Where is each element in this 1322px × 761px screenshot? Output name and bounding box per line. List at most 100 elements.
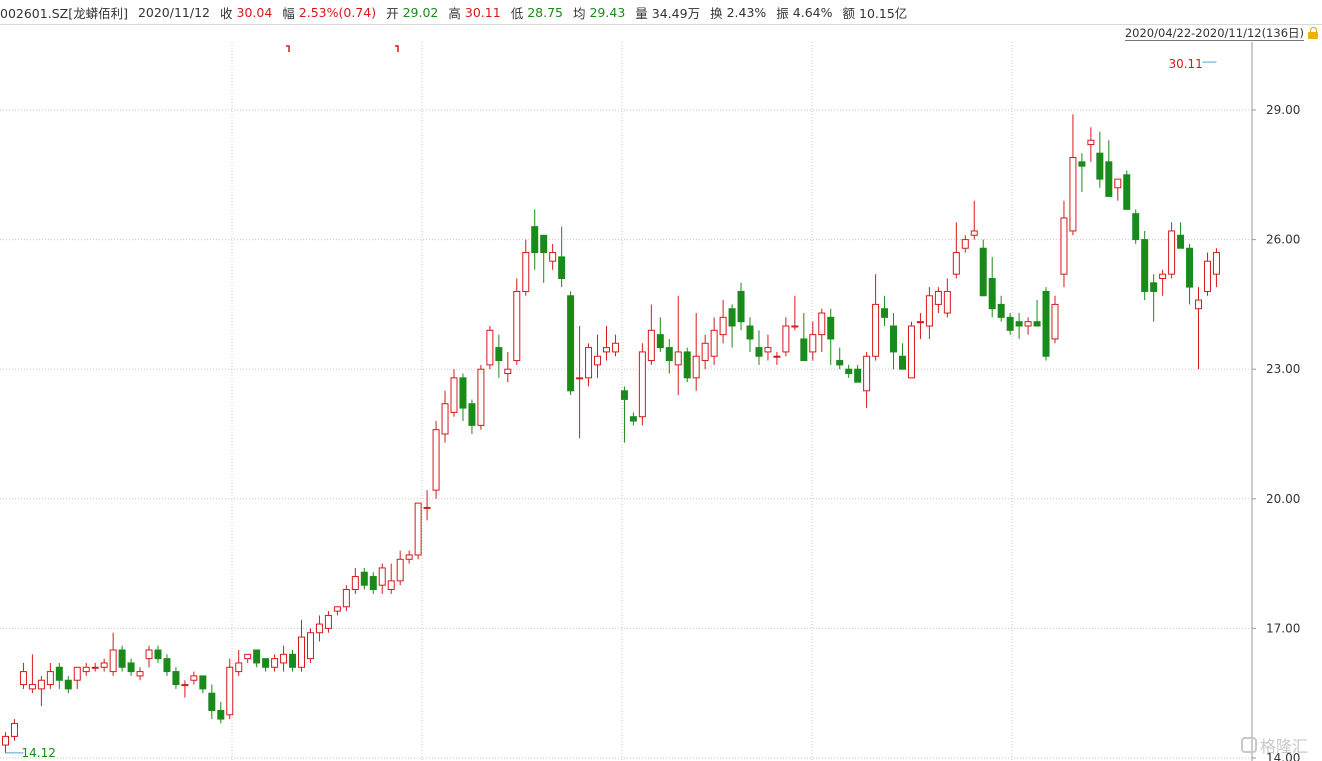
- candle-body: [674, 351, 682, 366]
- extreme-markers: 30.11 14.12: [5, 57, 1217, 760]
- candle: [863, 351, 871, 409]
- candle: [997, 295, 1005, 322]
- volume-label: 量: [635, 5, 648, 21]
- candle: [1087, 127, 1095, 162]
- candle: [602, 326, 610, 361]
- candle-body: [602, 347, 610, 353]
- candle-body: [934, 290, 942, 305]
- candle-body: [1168, 230, 1176, 275]
- candlestick-chart[interactable]: 14.00 17.00 20.00 23.00 26.00 29.00 30.11 14.1…: [0, 42, 1322, 761]
- candle: [818, 308, 826, 352]
- candle: [1203, 252, 1211, 296]
- open-value: 29.02: [402, 4, 439, 20]
- stock-code[interactable]: 002601.SZ[龙蟒佰利]: [0, 5, 128, 21]
- candle-body: [1042, 290, 1050, 357]
- candle: [728, 304, 736, 348]
- event-marker: [286, 45, 290, 52]
- candle: [1150, 274, 1158, 322]
- candle: [235, 650, 243, 676]
- candles: [2, 114, 1220, 753]
- candle: [82, 662, 90, 676]
- avg-value: 29.43: [589, 4, 626, 20]
- candle: [181, 680, 189, 698]
- candle-body: [997, 303, 1005, 318]
- event-marker: [395, 45, 399, 52]
- candle: [199, 675, 207, 694]
- min-label: 14.12: [22, 746, 56, 760]
- candle: [692, 313, 700, 391]
- candle: [360, 567, 368, 590]
- candle: [28, 654, 36, 694]
- max-label: 30.11: [1168, 57, 1202, 71]
- candle: [549, 243, 557, 270]
- candle-body: [46, 671, 54, 686]
- candle: [109, 632, 117, 676]
- candle: [1105, 140, 1113, 197]
- y-tick-label: 26.00: [1266, 233, 1300, 247]
- candle-body: [1024, 321, 1032, 327]
- candle: [1015, 313, 1023, 339]
- candle-body: [450, 377, 458, 413]
- candle: [773, 351, 781, 365]
- candle: [916, 313, 924, 339]
- candle: [719, 300, 727, 344]
- candle-body: [1150, 282, 1158, 292]
- high-value: 30.11: [464, 4, 501, 20]
- candle: [154, 645, 162, 663]
- candle-body: [1096, 152, 1104, 180]
- candle-body: [970, 230, 978, 236]
- candle: [333, 606, 341, 616]
- candle-body: [988, 277, 996, 310]
- candle: [1069, 114, 1077, 236]
- quote-info-bar: 002601.SZ[龙蟒佰利] 2020/11/12 收 30.04 幅 2.5…: [0, 0, 1322, 24]
- candle: [55, 662, 63, 689]
- candle-body: [172, 671, 180, 686]
- candle: [961, 235, 969, 253]
- candle: [791, 295, 799, 331]
- lock-icon[interactable]: [1308, 27, 1318, 39]
- candle-body: [271, 658, 279, 668]
- y-tick-label: 14.00: [1266, 751, 1300, 761]
- candle: [495, 334, 503, 378]
- candle-body: [423, 506, 431, 509]
- candle-body: [468, 403, 476, 426]
- candle: [387, 563, 395, 594]
- candle: [970, 200, 978, 240]
- candle: [1042, 287, 1050, 361]
- date-range[interactable]: 2020/04/22-2020/11/12(136日): [1124, 25, 1304, 41]
- candle-body: [306, 632, 314, 660]
- candle-body: [943, 290, 951, 314]
- candle-body: [127, 662, 135, 673]
- candle-body: [378, 567, 386, 586]
- candle-body: [952, 252, 960, 275]
- candle-body: [1177, 234, 1185, 249]
- candle: [289, 650, 297, 672]
- candle: [1051, 295, 1059, 344]
- candle-body: [710, 329, 718, 357]
- candle: [647, 304, 655, 365]
- candle: [899, 343, 906, 370]
- y-tick-label: 29.00: [1266, 103, 1300, 117]
- candle: [934, 287, 942, 314]
- candle-body: [656, 334, 664, 349]
- candle-body: [1212, 252, 1220, 275]
- candle-body: [73, 666, 81, 681]
- change-label: 幅: [282, 5, 295, 21]
- candle: [701, 334, 709, 370]
- candle-body: [737, 290, 745, 323]
- candle: [253, 649, 261, 668]
- open-label: 开: [386, 5, 399, 21]
- candle-body: [1123, 174, 1131, 210]
- candle-body: [369, 576, 377, 591]
- candle-body: [145, 649, 153, 660]
- candle-body: [262, 658, 270, 668]
- candle: [674, 295, 682, 396]
- candle: [665, 338, 673, 374]
- amount-label: 额: [842, 5, 856, 21]
- candle-body: [226, 666, 234, 716]
- candle: [1114, 178, 1122, 201]
- candle: [522, 239, 530, 296]
- candle: [190, 671, 198, 685]
- candle-body: [253, 649, 261, 664]
- candle: [1177, 222, 1185, 249]
